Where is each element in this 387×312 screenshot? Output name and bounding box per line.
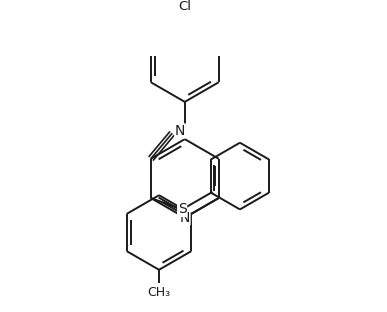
Text: CH₃: CH₃ bbox=[147, 286, 171, 299]
Text: N: N bbox=[175, 124, 185, 138]
Text: S: S bbox=[178, 202, 187, 217]
Text: N: N bbox=[180, 211, 190, 225]
Text: Cl: Cl bbox=[178, 0, 191, 13]
